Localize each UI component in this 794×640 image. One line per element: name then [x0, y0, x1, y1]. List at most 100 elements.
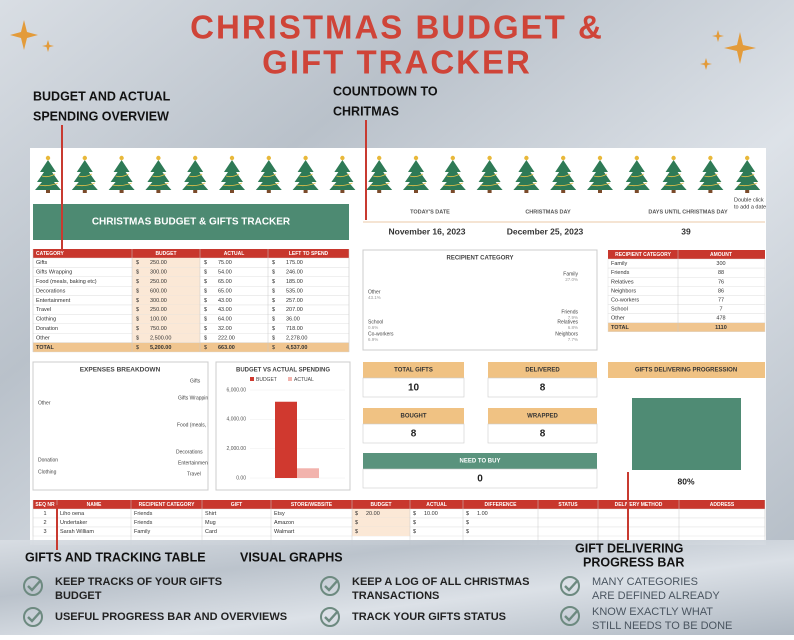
table-header [33, 249, 349, 258]
tree-body [366, 160, 393, 190]
column-header: ADDRESS [710, 502, 735, 508]
table-row [607, 258, 766, 269]
tree-trunk [303, 190, 308, 193]
currency: $ [204, 317, 207, 323]
stat-value: 10 [408, 383, 420, 394]
column-header: RECIPIENT CATEGORY [615, 252, 672, 258]
check-icon [320, 576, 340, 596]
table-row [607, 267, 766, 278]
tree [329, 155, 356, 193]
tree-trunk [266, 190, 271, 193]
cell: Entertainment [36, 298, 71, 304]
check-mark [564, 579, 579, 592]
cell: Clothing [36, 317, 56, 323]
tree-body [734, 160, 761, 190]
currency: $ [272, 335, 275, 341]
budget-cell [352, 527, 410, 536]
annotation: CHRITMAS [333, 104, 399, 118]
tree [660, 155, 687, 193]
stat-body [362, 377, 465, 398]
stat-header [363, 453, 597, 469]
table-row [607, 304, 766, 314]
annotation: GIFT DELIVERING [575, 541, 683, 555]
cell: 663.00 [218, 345, 235, 351]
panel [32, 361, 209, 491]
annotation: PROGRESS BAR [583, 555, 684, 569]
tree [108, 155, 135, 193]
cell: School [611, 307, 628, 313]
feature-text: ARE DEFINED ALREADY [592, 590, 720, 602]
currency: $ [136, 298, 139, 304]
countdown-label: TODAY'S DATE [410, 209, 450, 215]
sheet-content: CHRISTMAS BUDGET & GIFTS TRACKER TODAY'S… [32, 155, 766, 545]
cell: Mug [205, 520, 216, 526]
feature-text: TRANSACTIONS [352, 590, 439, 602]
countdown-value: November 16, 2023 [388, 226, 465, 236]
column-header: AMOUNT [710, 252, 732, 258]
chart-label: Other [368, 289, 381, 295]
cell: Gifts Wrapping [36, 270, 72, 276]
tree-star [634, 155, 639, 161]
cell: Liho oena [60, 511, 85, 517]
hint: to add a date [734, 204, 766, 210]
chart-label: Neighbors [555, 331, 578, 337]
tree [255, 155, 282, 193]
cell: Walmart [274, 529, 295, 535]
stat-header [488, 408, 597, 424]
tree-body [403, 160, 429, 190]
expenses-chart: EXPENSES BREAKDOWN Gifts Gifts Wrapping Foo… [38, 367, 211, 478]
chart-label: Family [563, 271, 578, 277]
tree-body [550, 160, 577, 190]
tree-star [340, 155, 345, 161]
cell: 65.00 [218, 288, 232, 294]
stat-body [362, 423, 465, 444]
countdown-label: DAYS UNTIL CHRISTMAS DAY [648, 209, 728, 215]
currency: $ [355, 511, 358, 517]
check-icon [560, 576, 580, 596]
tree-garland [701, 173, 721, 187]
cell: 175.00 [286, 260, 303, 266]
chart-title: RECIPIENT CATEGORY [446, 256, 513, 262]
tree-body [476, 160, 503, 190]
column-header: GIFT [231, 502, 242, 508]
cell: Food (meals, baking etc) [36, 279, 97, 285]
check-icon [23, 607, 43, 627]
chart-percent: 27.0% [565, 277, 578, 282]
currency: $ [413, 520, 416, 526]
tree-trunk [230, 190, 234, 193]
cell: Family [134, 529, 150, 535]
tree [697, 155, 724, 193]
tree-trunk [119, 190, 124, 193]
tree-garland [149, 173, 169, 187]
cell: Neighbors [611, 288, 636, 294]
sparkles [10, 20, 756, 70]
chart-label: Co-workers [368, 331, 394, 337]
column-header: CATEGORY [36, 251, 64, 257]
tree-star [708, 155, 713, 161]
table-row [607, 313, 766, 323]
cell: Sarah William [60, 529, 94, 535]
currency: $ [466, 520, 469, 526]
cell: 300.00 [150, 270, 167, 276]
chart-label: Gifts Wrapping [178, 395, 211, 401]
chart-label: School [368, 319, 383, 325]
cell: Other [611, 316, 625, 322]
stat-body [487, 377, 598, 398]
currency: $ [136, 317, 139, 323]
cell: 7 [719, 307, 722, 313]
legend-label: BUDGET [256, 377, 277, 383]
cell: 2,278.00 [286, 335, 307, 341]
column-header: DIFFERENCE [485, 502, 518, 508]
tree-trunk [377, 190, 382, 193]
tree-trunk [634, 190, 639, 193]
cell: 100.00 [150, 317, 167, 323]
feature-text: USEFUL PROGRESS BAR AND OVERVIEWS [55, 611, 287, 623]
tree-body [587, 160, 613, 190]
tree-trunk [414, 190, 418, 193]
cell: Friends [611, 270, 630, 276]
cell: Card [205, 529, 217, 535]
cell: 250.00 [150, 260, 167, 266]
tree-body [255, 160, 282, 190]
currency: $ [136, 260, 139, 266]
tree-star [597, 155, 603, 161]
